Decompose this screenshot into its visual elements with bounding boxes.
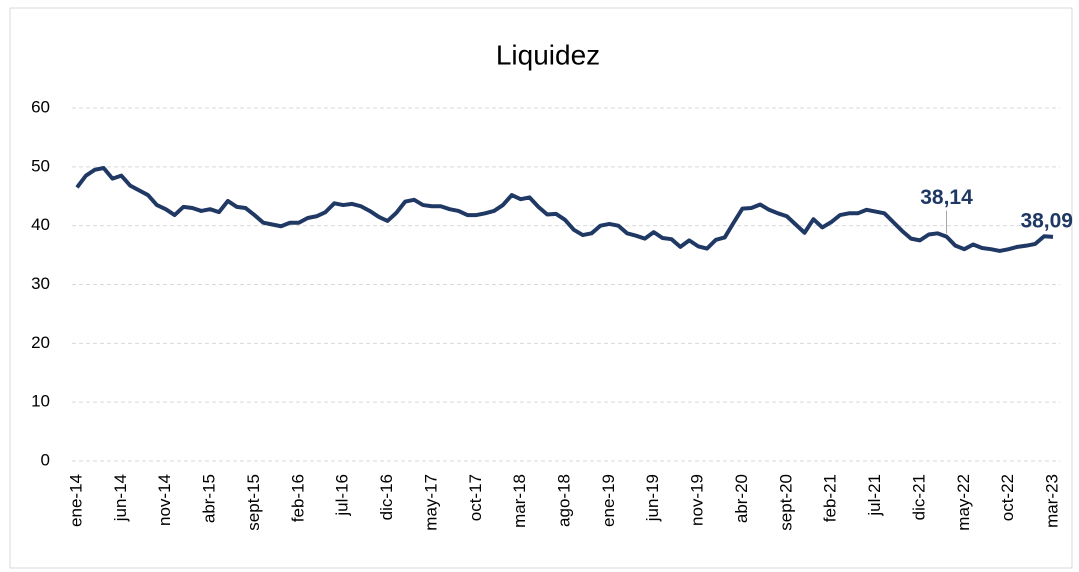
x-tick-label: ago-18	[554, 474, 573, 527]
x-tick-label: mar-18	[510, 474, 529, 528]
x-tick-label: jul-16	[333, 474, 352, 517]
y-tick-label: 50	[31, 156, 50, 175]
x-tick-label: abr-20	[732, 474, 751, 523]
y-tick-label: 40	[31, 215, 50, 234]
y-tick-label: 0	[41, 450, 50, 469]
data-label: 38,09	[1020, 209, 1073, 232]
x-tick-label: mar-23	[1042, 474, 1061, 528]
data-label: 38,14	[920, 186, 973, 209]
x-tick-label: oct-22	[998, 474, 1017, 521]
x-tick-label: feb-16	[288, 474, 307, 522]
x-tick-label: abr-15	[200, 474, 219, 523]
data-line	[75, 166, 1054, 253]
x-tick-label: dic-16	[377, 474, 396, 520]
x-tick-label: ene-14	[66, 474, 85, 527]
x-tick-label: may-22	[954, 474, 973, 531]
x-tick-label: nov-14	[155, 474, 174, 526]
x-tick-label: oct-17	[466, 474, 485, 521]
y-tick-label: 60	[31, 97, 50, 116]
x-tick-label: jul-21	[865, 474, 884, 517]
x-tick-label: ene-19	[599, 474, 618, 527]
x-tick-label: sept-20	[776, 474, 795, 531]
x-tick-label: dic-21	[909, 474, 928, 520]
x-tick-label: may-17	[421, 474, 440, 531]
y-tick-label: 20	[31, 333, 50, 352]
x-tick-label: sept-15	[244, 474, 263, 531]
x-tick-label: jun-14	[111, 474, 130, 522]
y-tick-label: 10	[31, 392, 50, 411]
chart-title: Liquidez	[496, 39, 600, 70]
x-tick-label: jun-19	[643, 474, 662, 522]
chart-border	[9, 7, 1073, 569]
y-tick-label: 30	[31, 274, 50, 293]
x-tick-label: feb-21	[821, 474, 840, 522]
x-tick-label: nov-19	[688, 474, 707, 526]
